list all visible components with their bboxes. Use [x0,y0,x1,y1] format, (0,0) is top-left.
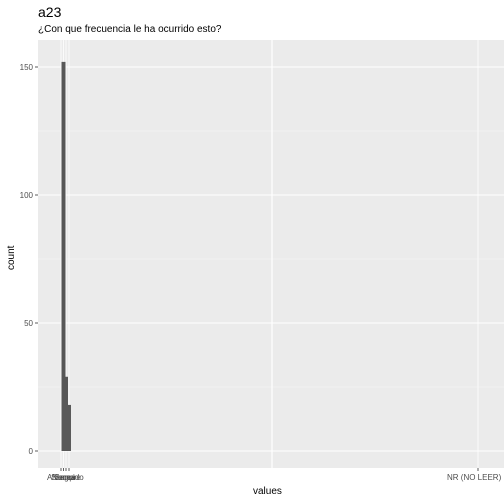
x-tick-label: Nunca [52,473,76,482]
y-tick-label: 50 [24,319,33,328]
chart-title: a23 [38,4,62,20]
bar [61,61,66,451]
x-axis-label: values [253,486,282,497]
bar [64,376,68,451]
bars [61,61,71,451]
x-tick-label: Siempre [51,473,81,482]
y-tick-label: 100 [20,191,34,200]
y-tick-label: 0 [29,447,34,456]
x-tick-label: Seguido [54,473,84,482]
chart-subtitle: ¿Con que frecuencia le ha ocurrido esto? [38,24,222,35]
x-tick-label: A veces [47,473,75,482]
bar [67,404,71,451]
x-tick-label: NR (NO LEER) [447,473,502,482]
plot-panel [38,40,504,468]
grid-lines [38,40,504,468]
y-tick-label: 150 [20,63,34,72]
